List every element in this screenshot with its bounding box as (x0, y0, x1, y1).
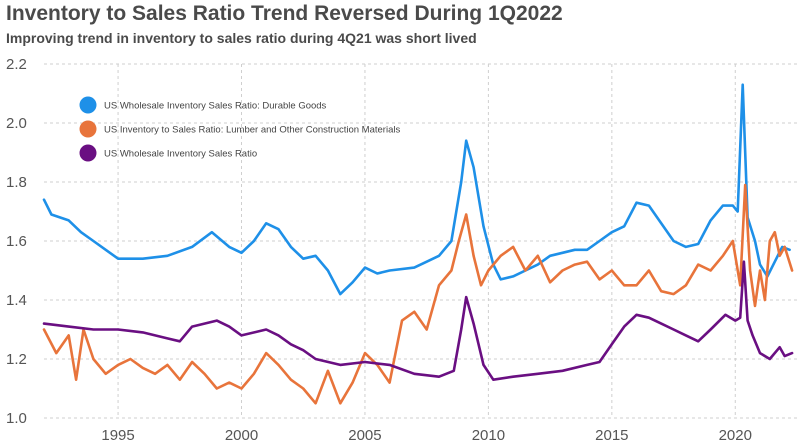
legend-marker-2 (79, 120, 97, 138)
series-line-1 (42, 83, 791, 296)
legend-marker-3 (79, 144, 97, 162)
legend-label-1: US Wholesale Inventory Sales Ratio: Dura… (104, 101, 327, 112)
grid (44, 63, 797, 419)
y-tick-label: 2.0 (6, 115, 27, 132)
x-tick-label: 2010 (472, 427, 505, 442)
series-line-3 (42, 260, 794, 382)
x-tick-label: 2020 (719, 427, 752, 442)
series-line-2 (42, 183, 794, 405)
y-tick-label: 1.6 (6, 233, 27, 250)
legend: US Wholesale Inventory Sales Ratio: Dura… (79, 96, 400, 162)
y-tick-label: 1.8 (6, 174, 27, 191)
chart-title: Inventory to Sales Ratio Trend Reversed … (6, 2, 563, 25)
y-axis-ticks: 1.0 1.2 1.4 1.6 1.8 2.0 2.2 (6, 56, 27, 427)
series-lines (42, 83, 794, 405)
legend-label-3: US Wholesale Inventory Sales Ratio (104, 149, 257, 160)
y-tick-label: 1.0 (6, 410, 27, 427)
x-tick-label: 2005 (348, 427, 381, 442)
y-tick-label: 2.2 (6, 56, 27, 73)
x-tick-label: 2000 (225, 427, 258, 442)
x-tick-label: 1995 (101, 427, 134, 442)
x-axis-ticks: 1995 2000 2005 2010 2015 2020 (101, 427, 752, 442)
y-tick-label: 1.2 (6, 351, 27, 368)
legend-label-2: US Inventory to Sales Ratio: Lumber and … (104, 125, 400, 136)
chart-subtitle: Improving trend in inventory to sales ra… (6, 30, 477, 46)
x-tick-label: 2015 (595, 427, 628, 442)
y-tick-label: 1.4 (6, 292, 27, 309)
legend-marker-1 (79, 96, 97, 114)
